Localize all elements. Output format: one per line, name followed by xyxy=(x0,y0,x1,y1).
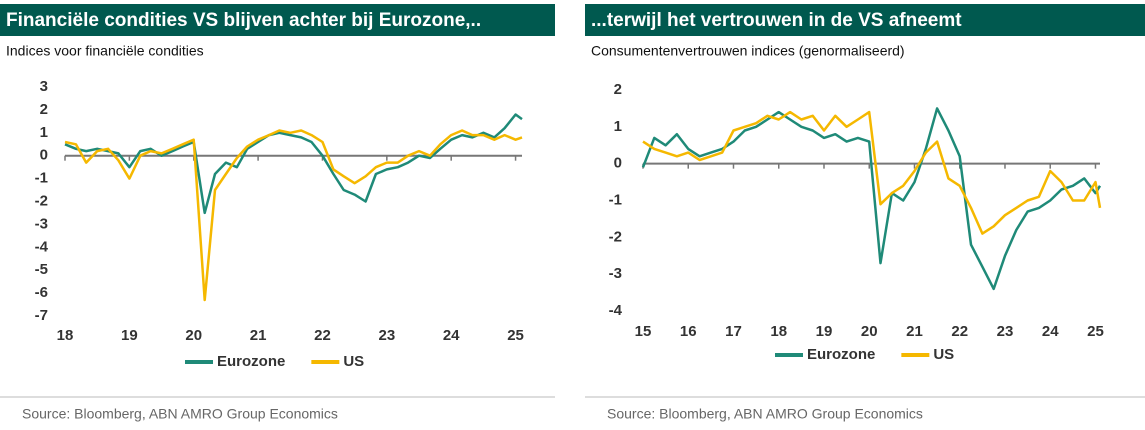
x-tick-label: 17 xyxy=(725,323,742,340)
y-tick-label: -6 xyxy=(35,284,48,301)
title-bar xyxy=(0,4,555,36)
legend-label: Eurozone xyxy=(217,353,285,370)
x-tick-label: 18 xyxy=(57,327,74,344)
y-tick-label: 0 xyxy=(40,147,48,164)
x-tick-label: 21 xyxy=(250,327,267,344)
y-tick-label: -2 xyxy=(609,228,622,245)
y-tick-label: -5 xyxy=(35,261,48,278)
legend-label: US xyxy=(343,353,364,370)
x-tick-label: 24 xyxy=(443,327,460,344)
y-tick-label: -4 xyxy=(35,238,49,255)
chart-title: ...terwijl het vertrouwen in de VS afnee… xyxy=(591,10,962,31)
x-tick-label: 23 xyxy=(997,323,1014,340)
x-tick-label: 21 xyxy=(906,323,923,340)
y-tick-label: -7 xyxy=(35,307,48,324)
y-tick-label: 2 xyxy=(40,101,48,118)
series-line xyxy=(64,129,523,302)
legend-label: US xyxy=(933,346,954,363)
y-tick-label: 0 xyxy=(614,155,622,172)
y-tick-label: 3 xyxy=(40,78,48,95)
chart-title: Financiële condities VS blijven achter b… xyxy=(6,10,481,31)
x-tick-label: 20 xyxy=(861,323,878,340)
x-tick-label: 20 xyxy=(185,327,202,344)
chart-subtitle: Indices voor financiële condities xyxy=(6,43,204,59)
x-tick-label: 19 xyxy=(816,323,833,340)
chart-subtitle: Consumentenvertrouwen indices (genormali… xyxy=(591,43,905,59)
y-tick-label: 2 xyxy=(614,81,622,98)
y-tick-label: 1 xyxy=(40,124,48,141)
y-tick-label: 1 xyxy=(614,118,622,135)
series-line xyxy=(642,110,1102,235)
y-tick-label: -4 xyxy=(609,302,623,319)
source-note: Source: Bloomberg, ABN AMRO Group Econom… xyxy=(607,406,923,422)
title-bar xyxy=(585,4,1145,36)
x-tick-label: 25 xyxy=(507,327,524,344)
x-tick-label: 23 xyxy=(378,327,395,344)
x-tick-label: 25 xyxy=(1087,323,1104,340)
x-tick-label: 16 xyxy=(680,323,697,340)
series-line xyxy=(641,107,1102,291)
x-tick-label: 18 xyxy=(770,323,787,340)
series-line xyxy=(64,113,523,215)
x-tick-label: 22 xyxy=(951,323,968,340)
y-tick-label: -2 xyxy=(35,192,48,209)
legend-label: Eurozone xyxy=(807,346,875,363)
y-tick-label: -3 xyxy=(35,215,48,232)
x-tick-label: 24 xyxy=(1042,323,1059,340)
x-tick-label: 22 xyxy=(314,327,331,344)
y-tick-label: -3 xyxy=(609,265,622,282)
y-tick-label: -1 xyxy=(35,170,48,187)
y-tick-label: -1 xyxy=(609,191,622,208)
x-tick-label: 19 xyxy=(121,327,138,344)
x-tick-label: 15 xyxy=(635,323,652,340)
source-note: Source: Bloomberg, ABN AMRO Group Econom… xyxy=(22,406,338,422)
